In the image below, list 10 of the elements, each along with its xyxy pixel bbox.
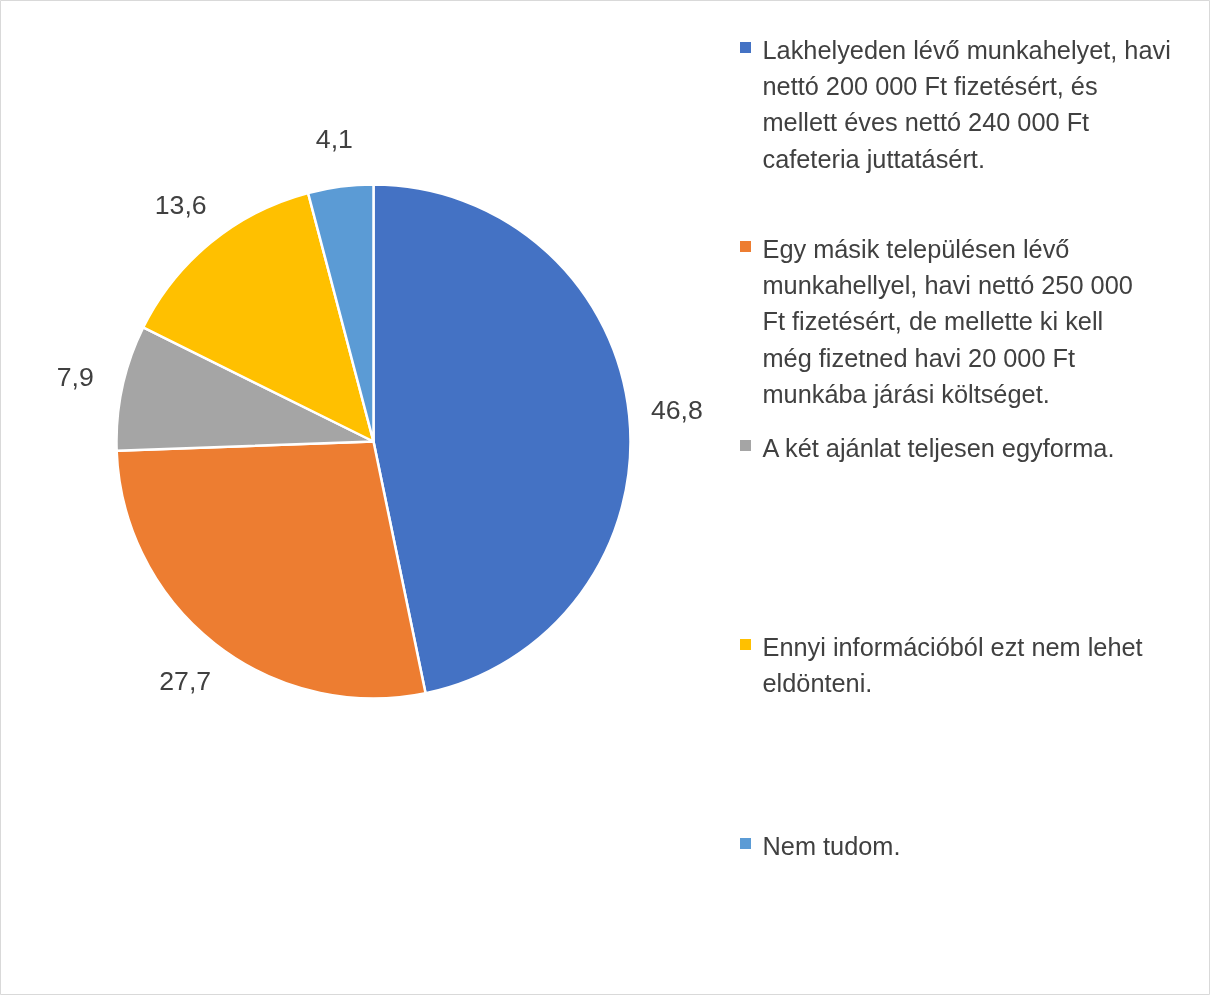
legend-label: A két ajánlat teljesen egyforma. [762,433,1115,462]
data-label: 4,1 [315,124,353,155]
legend-label: Nem tudom. [762,831,901,860]
data-label: 27,7 [159,666,212,697]
legend-label: Ennyi információból ezt nem lehet eldönteni. [762,632,1143,697]
data-label: 13,6 [154,190,207,221]
data-label: 7,9 [56,362,94,393]
data-label: 46,8 [650,395,703,426]
legend-label: Egy másik településen lévő munkahellyel, havi nettó 250 000 Ft fizetésért, de mellette ki kell még fizetned havi 20 000 Ft munkába járási költséget. [762,234,1133,409]
legend-label: Lakhelyeden lévő munkahelyet, havi nettó 200 000 Ft fizetésért, és mellett éves nettó 240 000 Ft cafeteria juttatásért. [762,35,1171,173]
